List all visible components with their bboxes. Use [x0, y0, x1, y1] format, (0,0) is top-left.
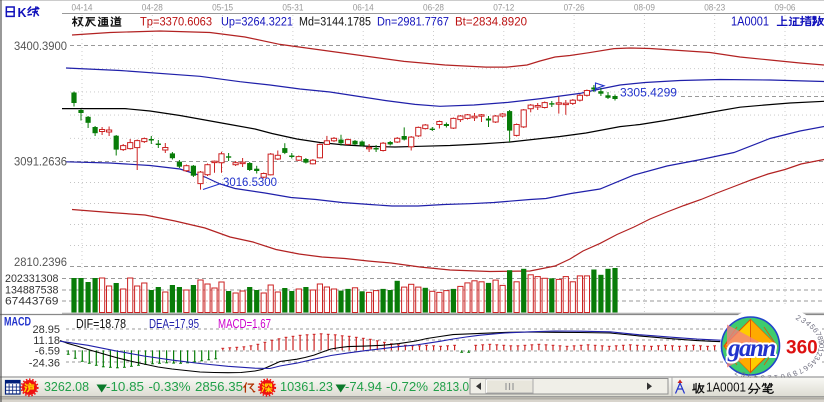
svg-text:8: 8 [815, 335, 824, 341]
svg-text:6: 6 [811, 326, 821, 334]
svg-text:04-28: 04-28 [142, 3, 163, 14]
svg-text:gann: gann [727, 335, 775, 362]
svg-text:10361.23: 10361.23 [280, 379, 333, 394]
svg-text:0: 0 [817, 344, 824, 348]
svg-text:3: 3 [799, 316, 808, 325]
svg-text:5: 5 [807, 322, 817, 330]
svg-text:360: 360 [786, 338, 818, 359]
svg-text:8: 8 [791, 368, 799, 378]
svg-text:5: 5 [805, 361, 815, 370]
svg-text:08-23: 08-23 [704, 3, 725, 14]
svg-text:2: 2 [794, 313, 803, 323]
svg-text:MACD: MACD [4, 317, 31, 329]
svg-text:2856.35: 2856.35 [195, 379, 243, 394]
svg-text:Tp=3370.6063: Tp=3370.6063 [140, 17, 212, 29]
svg-text:-10.85: -10.85 [106, 379, 144, 394]
svg-text:3: 3 [812, 354, 822, 361]
svg-text:3016.5300: 3016.5300 [223, 177, 277, 189]
svg-text:4: 4 [804, 319, 814, 328]
svg-text:K: K [18, 6, 27, 20]
svg-text:2: 2 [814, 351, 824, 357]
svg-text:09-06: 09-06 [775, 3, 796, 14]
svg-text:-0.72%: -0.72% [386, 379, 428, 394]
svg-text:Bt=2834.8920: Bt=2834.8920 [455, 17, 527, 29]
svg-text:DEA=17.95: DEA=17.95 [149, 317, 199, 331]
svg-text:06-28: 06-28 [423, 3, 444, 14]
svg-text:04-14: 04-14 [72, 3, 93, 14]
svg-text:-6.59: -6.59 [35, 346, 60, 358]
svg-text:1: 1 [816, 347, 824, 353]
svg-text:3262.08: 3262.08 [44, 379, 89, 394]
svg-text:07-12: 07-12 [493, 3, 514, 14]
svg-text:05-31: 05-31 [282, 3, 303, 14]
svg-text:5: 5 [746, 371, 753, 381]
svg-text:2813.0: 2813.0 [433, 379, 469, 394]
svg-text:9: 9 [817, 340, 824, 345]
svg-text:7: 7 [813, 331, 823, 338]
svg-text:DIF=18.78: DIF=18.78 [76, 317, 126, 331]
svg-text:4: 4 [809, 358, 819, 366]
svg-text:Up=3264.3221: Up=3264.3221 [221, 17, 293, 29]
svg-text:2810.2396: 2810.2396 [14, 257, 67, 269]
svg-text:-24.36: -24.36 [29, 358, 60, 370]
svg-text:1A0001: 1A0001 [706, 381, 746, 395]
svg-text:06-14: 06-14 [353, 3, 374, 14]
svg-text:134887538: 134887538 [5, 285, 59, 297]
svg-text:08-09: 08-09 [634, 3, 655, 14]
svg-text:05-15: 05-15 [212, 3, 233, 14]
svg-text:1: 1 [773, 373, 779, 383]
svg-text:202331308: 202331308 [5, 273, 59, 285]
svg-text:28.95: 28.95 [32, 324, 60, 336]
svg-text:Md=3144.1785: Md=3144.1785 [299, 17, 371, 29]
svg-text:Dn=2981.7767: Dn=2981.7767 [377, 17, 449, 29]
svg-text:67443769: 67443769 [5, 296, 59, 308]
svg-text:1A0001: 1A0001 [731, 15, 769, 29]
svg-text:3305.4299: 3305.4299 [620, 88, 677, 100]
svg-text:3400.3900: 3400.3900 [14, 41, 67, 53]
svg-text:-0.33%: -0.33% [149, 379, 191, 394]
svg-text:MACD=1.67: MACD=1.67 [218, 317, 271, 331]
svg-text:6: 6 [801, 364, 810, 373]
svg-text:3091.2636: 3091.2636 [14, 157, 67, 169]
svg-text:7: 7 [796, 366, 805, 376]
svg-text:gann: gann [727, 335, 775, 362]
svg-text:07-26: 07-26 [564, 3, 585, 14]
svg-text:-74.94: -74.94 [345, 379, 382, 394]
svg-text:11.18: 11.18 [33, 335, 60, 347]
svg-text:7: 7 [733, 368, 741, 378]
svg-text:9: 9 [785, 370, 792, 380]
svg-text:6: 6 [739, 370, 747, 380]
